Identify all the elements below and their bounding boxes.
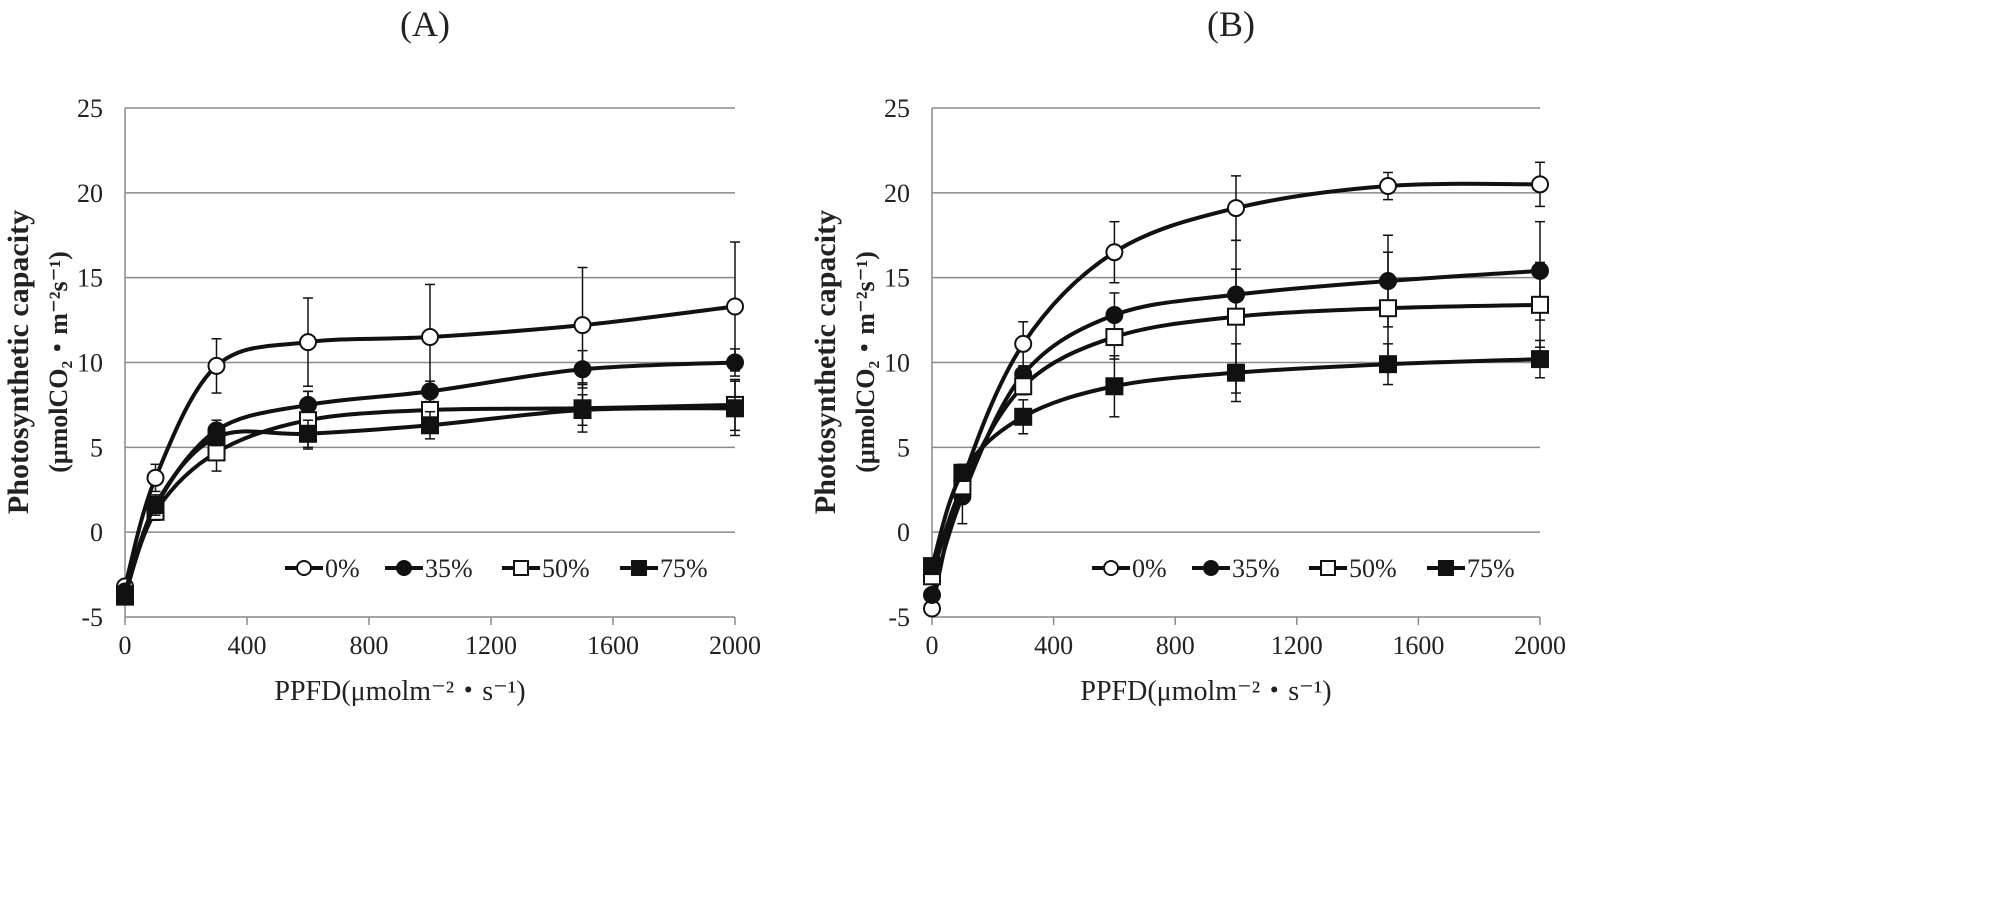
data-point — [207, 428, 226, 447]
data-point — [1014, 334, 1033, 353]
panel-title: (A) — [400, 4, 450, 44]
legend-marker — [296, 560, 312, 576]
x-tick-label: 800 — [1156, 631, 1195, 660]
data-point — [1105, 243, 1124, 262]
legend-item: 75% — [1427, 554, 1515, 583]
y-tick-label: 10 — [884, 349, 910, 378]
y-axis-label: Photosynthetic capacity — [2, 210, 35, 514]
x-tick-label: 2000 — [709, 631, 761, 660]
data-point — [1105, 377, 1124, 396]
y-tick-label: 15 — [884, 264, 910, 293]
data-point — [1227, 363, 1245, 382]
legend-marker — [1320, 560, 1336, 576]
data-point — [1531, 350, 1549, 369]
data-point — [1379, 355, 1397, 374]
x-tick-label: 800 — [350, 631, 389, 660]
x-tick-label: 400 — [1034, 631, 1073, 660]
legend-item: 50% — [1309, 554, 1397, 583]
series-75pct — [116, 380, 744, 606]
data-point — [573, 360, 592, 379]
legend-marker — [631, 560, 647, 576]
data-point — [953, 463, 972, 482]
data-point — [1379, 299, 1397, 318]
y-tick-label: -5 — [888, 603, 910, 632]
y-tick-label: 15 — [77, 264, 103, 293]
legend-label: 75% — [1467, 554, 1515, 583]
legend-label: 50% — [542, 554, 590, 583]
data-point — [1379, 177, 1397, 196]
y-tick-label: -5 — [81, 603, 103, 632]
legend-marker — [396, 560, 412, 576]
y-tick-label: 0 — [90, 518, 103, 547]
data-point — [1227, 199, 1245, 218]
data-point — [299, 424, 317, 443]
legend-label: 35% — [425, 554, 473, 583]
data-point — [116, 587, 134, 606]
panel-title: (B) — [1207, 4, 1255, 44]
y-axis-unit: (μmolCO₂・m⁻²s⁻¹) — [44, 251, 73, 473]
data-point — [726, 399, 744, 418]
x-tick-label: 1600 — [1392, 631, 1444, 660]
data-point — [1227, 307, 1245, 326]
legend-marker — [1203, 560, 1219, 576]
legend-marker — [1438, 560, 1454, 576]
legend-label: 35% — [1232, 554, 1280, 583]
x-axis-label: PPFD(μmolm⁻²・s⁻¹) — [1080, 676, 1331, 707]
data-point — [146, 468, 165, 487]
x-axis-label: PPFD(μmolm⁻²・s⁻¹) — [274, 676, 525, 707]
y-axis-label: Photosynthetic capacity — [809, 210, 842, 514]
legend-item: 50% — [502, 554, 590, 583]
x-tick-label: 0 — [926, 631, 939, 660]
y-tick-label: 10 — [77, 349, 103, 378]
data-point — [1531, 175, 1549, 194]
data-point — [421, 328, 439, 347]
y-tick-label: 5 — [90, 433, 103, 462]
data-point — [1014, 407, 1033, 426]
data-point — [923, 557, 941, 576]
x-tick-label: 1600 — [587, 631, 639, 660]
y-tick-label: 25 — [884, 94, 910, 123]
y-tick-label: 25 — [77, 94, 103, 123]
legend-item: 0% — [1092, 554, 1167, 583]
data-point — [1531, 295, 1549, 314]
data-point — [421, 416, 439, 435]
legend-item: 35% — [1192, 554, 1280, 583]
legend-marker — [513, 560, 529, 576]
data-point — [726, 353, 744, 372]
y-tick-label: 20 — [884, 179, 910, 208]
data-point — [207, 356, 226, 375]
x-tick-label: 0 — [119, 631, 132, 660]
data-point — [573, 316, 592, 335]
panel-b: (B) -5 0 5 10 15 20 25 0 400 800 1200 1600 2000 PPFD(μ… — [809, 4, 1566, 707]
legend-label: 0% — [1132, 554, 1167, 583]
x-tick-label: 2000 — [1514, 631, 1566, 660]
x-tick-label: 1200 — [465, 631, 517, 660]
legend-item: 0% — [285, 554, 360, 583]
data-point — [299, 333, 317, 352]
series-75pct — [923, 339, 1549, 576]
legend-label: 0% — [325, 554, 360, 583]
data-point — [1105, 328, 1124, 347]
data-point — [923, 585, 941, 604]
x-tick-label: 1200 — [1271, 631, 1323, 660]
legend-label: 50% — [1349, 554, 1397, 583]
panel-a: (A) -5 0 5 10 15 20 25 0 400 800 1200 1600 2000 PPFD(μ… — [2, 4, 761, 707]
data-point — [573, 401, 592, 420]
data-point — [207, 443, 226, 462]
legend-marker — [1103, 560, 1119, 576]
legend-item: 75% — [620, 554, 708, 583]
legend-item: 35% — [385, 554, 473, 583]
x-tick-label: 400 — [228, 631, 267, 660]
y-axis-unit: (μmolCO₂・m⁻²s⁻¹) — [851, 251, 880, 473]
legend-label: 75% — [660, 554, 708, 583]
y-tick-label: 0 — [897, 518, 910, 547]
data-point — [146, 496, 165, 515]
data-point — [726, 297, 744, 316]
y-tick-label: 20 — [77, 179, 103, 208]
data-point — [1014, 377, 1033, 396]
y-tick-label: 5 — [897, 433, 910, 462]
